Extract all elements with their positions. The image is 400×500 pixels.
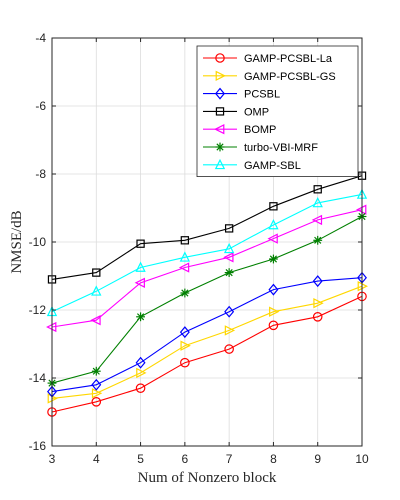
data-point-gamp-pcsbl-gs bbox=[136, 367, 147, 379]
data-point-bomp bbox=[267, 233, 278, 244]
series-line-pcsbl bbox=[51, 277, 363, 393]
data-point-gamp-pcsbl-gs bbox=[91, 388, 103, 399]
x-tick-label: 8 bbox=[270, 452, 277, 466]
data-point-pcsbl bbox=[135, 356, 146, 369]
data-point-omp bbox=[224, 224, 234, 233]
legend-swatch-marker bbox=[215, 87, 225, 100]
data-point-bomp bbox=[90, 315, 101, 326]
data-point-gamp-pcsbl-la bbox=[91, 396, 102, 407]
data-point-gamp-pcsbl-gs bbox=[313, 298, 324, 309]
data-point-gamp-sbl bbox=[268, 219, 279, 230]
ticks: 3 4 5 6 7 8 9 10 -16 -14 -12 -10 -8 -6 -4 bbox=[29, 31, 369, 466]
data-point-turbo-vbi-mrf bbox=[180, 288, 190, 298]
series-gamp-sbl bbox=[46, 188, 368, 317]
y-tick-label: -10 bbox=[29, 235, 47, 249]
legend-swatch-marker bbox=[215, 53, 225, 63]
legend-swatch-marker bbox=[214, 124, 225, 135]
legend-item-omp: OMP bbox=[203, 106, 269, 118]
x-tick-label: 4 bbox=[93, 452, 100, 466]
data-point-omp bbox=[92, 268, 101, 277]
data-point-bomp bbox=[223, 252, 234, 263]
x-tick-label: 5 bbox=[137, 452, 144, 466]
legend-label: GAMP-SBL bbox=[244, 160, 301, 172]
data-point-omp bbox=[269, 202, 278, 211]
legend-item-gamp-pcsbl-la: GAMP-PCSBL-La bbox=[203, 53, 333, 65]
data-point-omp bbox=[313, 185, 322, 194]
y-tick-label: -14 bbox=[29, 371, 47, 385]
x-axis-title: Num of Nonzero block bbox=[138, 470, 277, 486]
data-point-gamp-pcsbl-la bbox=[224, 344, 234, 354]
data-point-gamp-pcsbl-gs bbox=[269, 306, 280, 317]
data-point-gamp-sbl bbox=[223, 242, 235, 254]
data-point-pcsbl bbox=[224, 305, 235, 318]
data-point-bomp bbox=[178, 262, 190, 273]
y-tick-label: -6 bbox=[35, 99, 46, 113]
legend: GAMP-PCSBL-La GAMP-PCSBL-GS PCSBL OMP BOMP tu… bbox=[196, 45, 359, 178]
legend-label: GAMP-PCSBL-La bbox=[244, 53, 333, 65]
y-tick-label: -4 bbox=[35, 31, 46, 45]
data-point-gamp-sbl bbox=[135, 261, 146, 272]
legend-item-pcsbl: PCSBL bbox=[203, 87, 280, 101]
data-point-gamp-pcsbl-la bbox=[135, 383, 146, 393]
data-point-gamp-pcsbl-la bbox=[268, 320, 279, 331]
legend-item-gamp-pcsbl-gs: GAMP-PCSBL-GS bbox=[203, 70, 336, 83]
legend-swatch-marker bbox=[215, 142, 225, 152]
series-line-gamp-sbl bbox=[51, 193, 363, 313]
x-tick-label: 3 bbox=[49, 452, 56, 466]
data-point-turbo-vbi-mrf bbox=[136, 312, 145, 322]
data-point-gamp-pcsbl-la bbox=[180, 357, 190, 368]
legend-item-bomp: BOMP bbox=[203, 124, 276, 136]
data-point-gamp-pcsbl-la bbox=[312, 311, 323, 322]
series-pcsbl bbox=[47, 271, 367, 398]
legend-swatch-marker bbox=[214, 158, 226, 170]
data-point-bomp bbox=[134, 277, 145, 288]
legend-label: BOMP bbox=[244, 124, 276, 136]
y-axis-title: NMSE/dB bbox=[9, 210, 25, 273]
data-point-gamp-sbl bbox=[312, 196, 323, 208]
data-point-gamp-pcsbl-gs bbox=[180, 340, 191, 351]
legend-swatch-marker bbox=[215, 107, 225, 116]
legend-item-gamp-sbl: GAMP-SBL bbox=[203, 158, 301, 172]
data-point-turbo-vbi-mrf bbox=[224, 268, 234, 278]
y-tick-label: -8 bbox=[35, 167, 46, 181]
y-tick-label: -16 bbox=[29, 439, 47, 453]
x-tick-label: 6 bbox=[182, 452, 189, 466]
x-tick-label: 9 bbox=[314, 452, 321, 466]
legend-label: PCSBL bbox=[244, 89, 280, 101]
series-line-gamp-pcsbl-la bbox=[51, 295, 363, 413]
data-point-pcsbl bbox=[268, 283, 279, 296]
legend-label: GAMP-PCSBL-GS bbox=[244, 71, 336, 83]
x-tick-label: 7 bbox=[226, 452, 233, 466]
data-point-gamp-pcsbl-gs bbox=[224, 325, 236, 336]
data-point-bomp bbox=[311, 214, 323, 226]
series-line-turbo-vbi-mrf bbox=[51, 216, 363, 384]
data-point-turbo-vbi-mrf bbox=[313, 235, 323, 245]
legend-label: OMP bbox=[244, 106, 269, 118]
data-point-omp bbox=[136, 239, 145, 248]
data-point-pcsbl bbox=[179, 326, 190, 339]
series-line-omp bbox=[51, 175, 363, 280]
legend-item-turbo-vbi-mrf: turbo-VBI-MRF bbox=[203, 142, 318, 154]
data-point-gamp-sbl bbox=[91, 285, 102, 296]
x-tick-label: 10 bbox=[355, 452, 369, 466]
series-omp bbox=[47, 171, 367, 284]
y-tick-label: -12 bbox=[29, 303, 47, 317]
legend-swatch-marker bbox=[215, 70, 226, 81]
data-point-omp bbox=[180, 236, 190, 245]
data-point-turbo-vbi-mrf bbox=[91, 366, 101, 376]
legend-label: turbo-VBI-MRF bbox=[244, 142, 318, 154]
series-line-bomp bbox=[51, 209, 363, 328]
data-point-gamp-sbl bbox=[179, 251, 191, 262]
data-point-pcsbl bbox=[312, 275, 323, 288]
data-point-pcsbl bbox=[91, 378, 102, 391]
series-line-gamp-pcsbl-gs bbox=[51, 285, 363, 399]
series-turbo-vbi-mrf bbox=[47, 212, 367, 388]
data-point-turbo-vbi-mrf bbox=[269, 254, 278, 264]
